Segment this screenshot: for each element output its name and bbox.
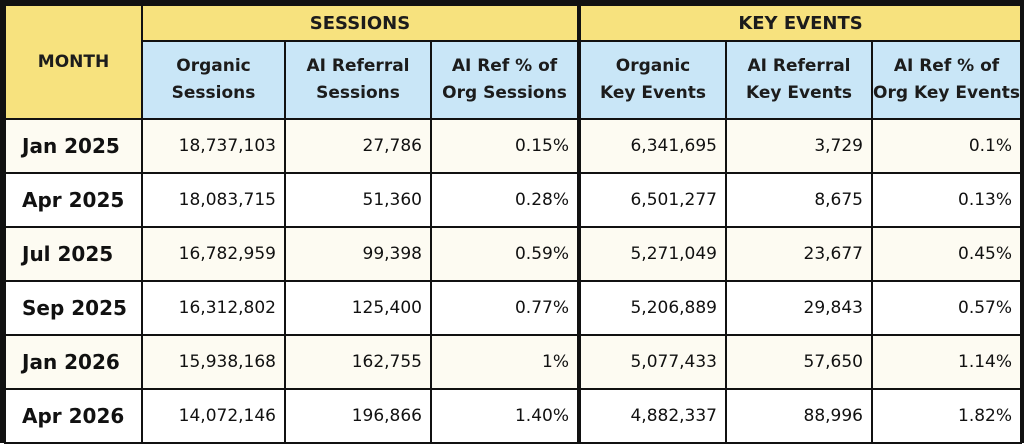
column-header-line: Organic — [615, 56, 691, 76]
column-header-line: AI Referral — [306, 56, 410, 76]
value-cell: 29,843 — [725, 280, 873, 336]
column-header-6: AI Ref % of Org Key Events — [870, 40, 1023, 120]
value-cell: 5,271,049 — [577, 226, 727, 282]
sessions-group-header: SESSIONS — [141, 4, 580, 42]
value-cell: 162,755 — [284, 334, 432, 390]
value-cell: 6,501,277 — [577, 172, 727, 228]
value-cell: 0.45% — [870, 226, 1023, 282]
value-cell: 0.15% — [430, 118, 580, 174]
column-header-line: AI Referral — [747, 56, 851, 76]
value-cell: 125,400 — [284, 280, 432, 336]
value-cell: 51,360 — [284, 172, 432, 228]
value-cell: 1.40% — [430, 388, 580, 444]
column-header-5: AI Referral Key Events — [725, 40, 873, 120]
column-header-line: AI Ref % of — [893, 56, 1000, 76]
value-cell: 1% — [430, 334, 580, 390]
month-cell: Apr 2025 — [4, 172, 143, 228]
value-cell: 1.82% — [870, 388, 1023, 444]
value-cell: 3,729 — [725, 118, 873, 174]
value-cell: 16,782,959 — [141, 226, 286, 282]
value-cell: 5,206,889 — [577, 280, 727, 336]
column-header-2: AI Referral Sessions — [284, 40, 432, 120]
value-cell: 0.57% — [870, 280, 1023, 336]
column-header-3: AI Ref % of Org Sessions — [430, 40, 580, 120]
value-cell: 18,083,715 — [141, 172, 286, 228]
value-cell: 0.13% — [870, 172, 1023, 228]
month-cell: Jul 2025 — [4, 226, 143, 282]
value-cell: 0.1% — [870, 118, 1023, 174]
column-header-4: Organic Key Events — [577, 40, 727, 120]
column-header-line: AI Ref % of — [451, 56, 558, 76]
sessions-key-events-table: MONTH SESSIONS KEY EVENTS Organic Session… — [4, 4, 1023, 444]
value-cell: 99,398 — [284, 226, 432, 282]
value-cell: 4,882,337 — [577, 388, 727, 444]
column-header-line: Sessions — [171, 83, 256, 103]
column-header-1: Organic Sessions — [141, 40, 286, 120]
value-cell: 1.14% — [870, 334, 1023, 390]
month-cell: Apr 2026 — [4, 388, 143, 444]
value-cell: 5,077,433 — [577, 334, 727, 390]
month-cell: Jan 2026 — [4, 334, 143, 390]
table-row: Jan 2025 18,737,103 27,786 0.15% 6,341,695 3,… — [4, 118, 1023, 174]
column-header-line: Org Sessions — [442, 83, 567, 103]
value-cell: 0.77% — [430, 280, 580, 336]
value-cell: 0.59% — [430, 226, 580, 282]
table-row: Apr 2026 14,072,146 196,866 1.40% 4,882,337 8… — [4, 388, 1023, 444]
value-cell: 27,786 — [284, 118, 432, 174]
column-header-line: Key Events — [600, 83, 706, 103]
table-row: Sep 2025 16,312,802 125,400 0.77% 5,206,889 2… — [4, 280, 1023, 336]
month-cell: Sep 2025 — [4, 280, 143, 336]
value-cell: 6,341,695 — [577, 118, 727, 174]
key-events-group-header: KEY EVENTS — [576, 4, 1023, 42]
value-cell: 18,737,103 — [141, 118, 286, 174]
month-cell: Jan 2025 — [4, 118, 143, 174]
table-row: Jul 2025 16,782,959 99,398 0.59% 5,271,049 23… — [4, 226, 1023, 282]
value-cell: 0.28% — [430, 172, 580, 228]
value-cell: 16,312,802 — [141, 280, 286, 336]
column-header-line: Sessions — [316, 83, 400, 103]
table-row: Apr 2025 18,083,715 51,360 0.28% 6,501,277 8,… — [4, 172, 1023, 228]
column-header-line: Key Events — [746, 83, 852, 103]
value-cell: 8,675 — [725, 172, 873, 228]
value-cell: 15,938,168 — [141, 334, 286, 390]
column-header-line: Org Key Events — [873, 83, 1020, 103]
month-header: MONTH — [4, 4, 143, 120]
value-cell: 196,866 — [284, 388, 432, 444]
value-cell: 88,996 — [725, 388, 873, 444]
value-cell: 23,677 — [725, 226, 873, 282]
column-header-line: Organic — [176, 56, 251, 76]
table-row: Jan 2026 15,938,168 162,755 1% 5,077,433 57,6… — [4, 334, 1023, 390]
value-cell: 14,072,146 — [141, 388, 286, 444]
value-cell: 57,650 — [725, 334, 873, 390]
